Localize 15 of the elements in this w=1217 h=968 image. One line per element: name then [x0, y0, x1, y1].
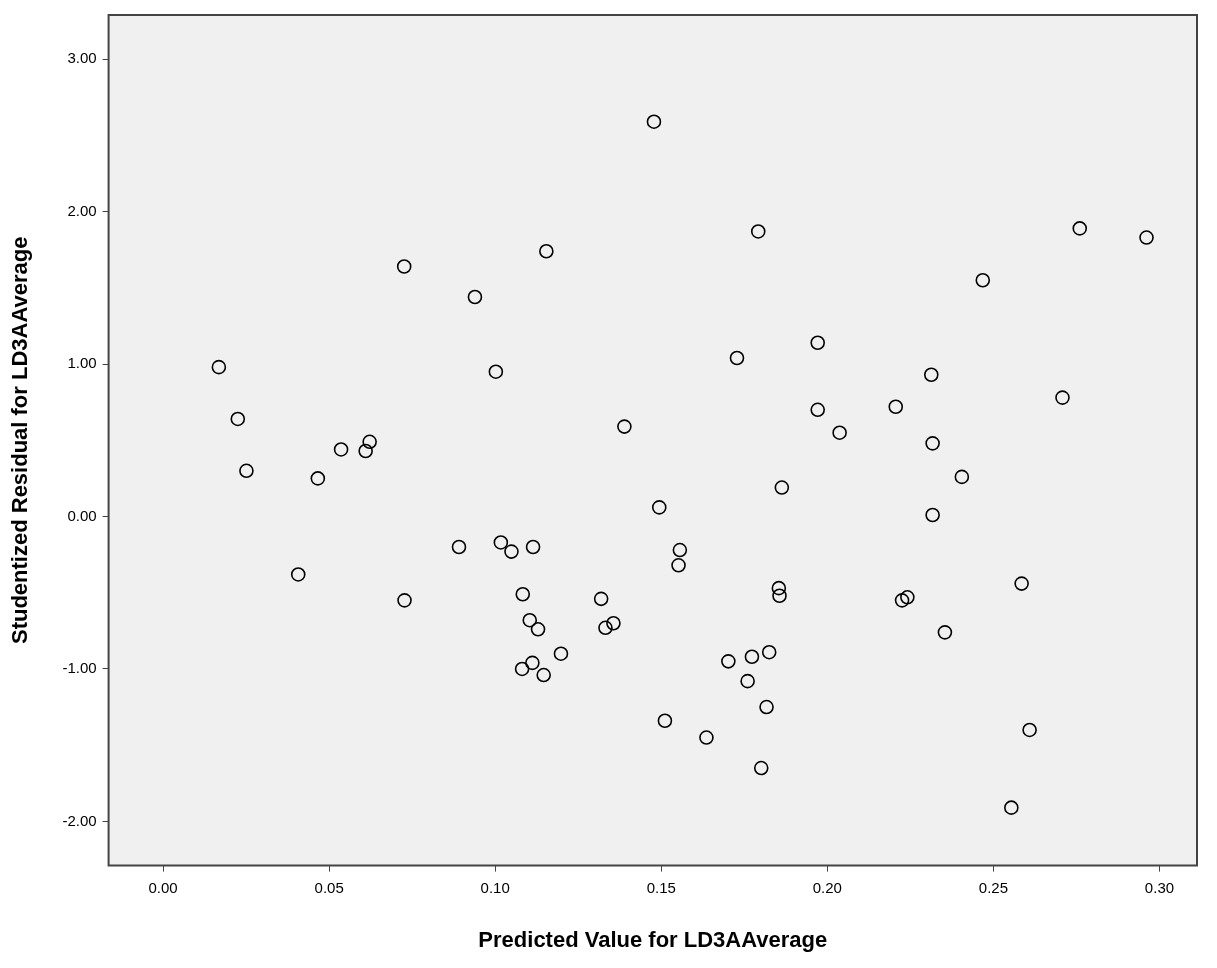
- y-axis-title: Studentized Residual for LD3AAverage: [7, 236, 33, 645]
- x-tick-label: 0.25: [978, 878, 1008, 896]
- y-tick-label: 2.00: [67, 201, 97, 219]
- y-tick-label: -1.00: [62, 659, 97, 677]
- y-tick-label: 3.00: [67, 49, 97, 67]
- x-axis-title: Predicted Value for LD3AAverage: [478, 926, 828, 952]
- x-tick-label: 0.30: [1144, 878, 1175, 896]
- x-tick-label: 0.05: [314, 878, 344, 896]
- x-tick-label: 0.20: [812, 878, 842, 896]
- y-tick-label: 1.00: [67, 354, 97, 372]
- y-tick-label: -2.00: [62, 811, 97, 829]
- x-tick-label: 0.00: [148, 878, 178, 896]
- x-tick-label: 0.10: [480, 878, 510, 896]
- y-tick-label: 0.00: [67, 506, 97, 524]
- x-tick-label: 0.15: [646, 878, 676, 896]
